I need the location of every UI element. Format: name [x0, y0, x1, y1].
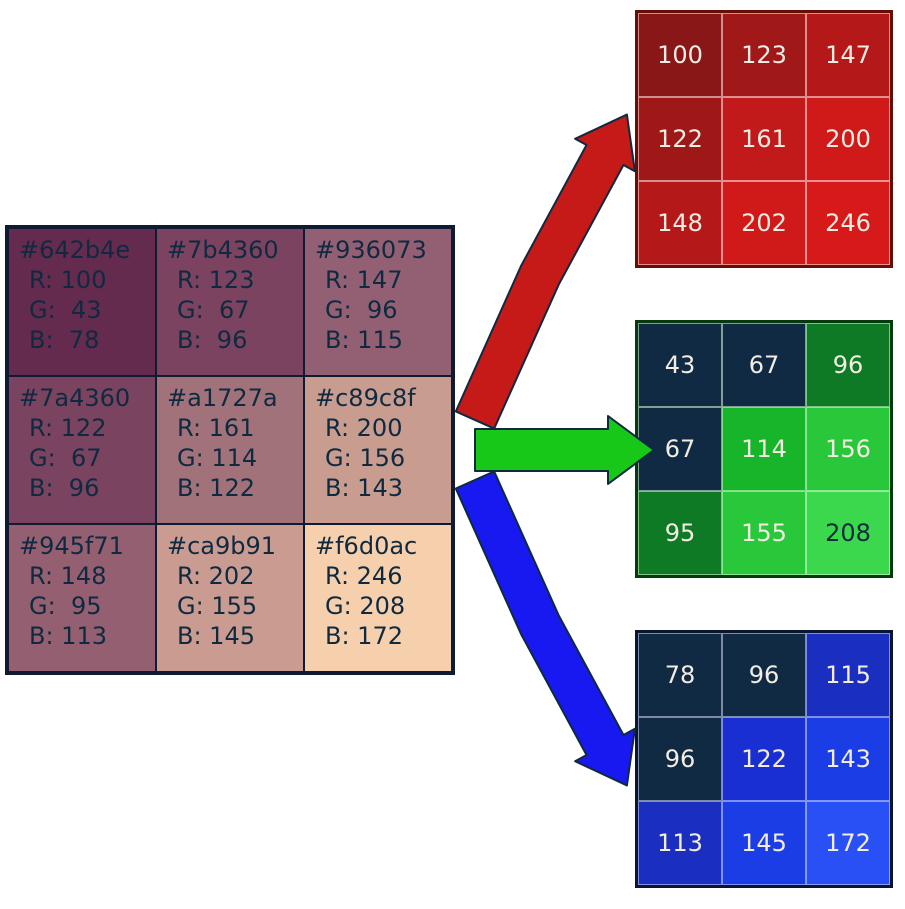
blue-arrow-icon: [0, 0, 905, 909]
